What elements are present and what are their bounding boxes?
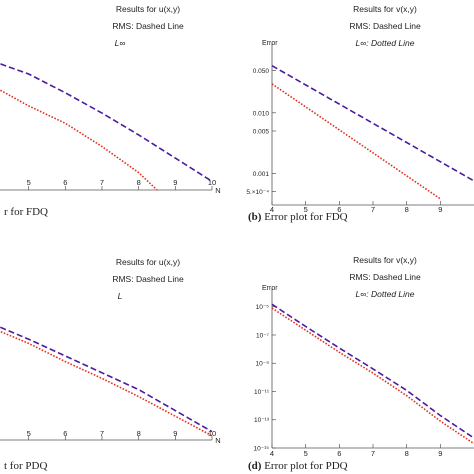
x-tick-label: 8 [405,449,409,458]
chart-panel-3: Results for u(x,y) RMS: Dashed Line L 5 6 7 8 9… [0,257,221,472]
y-tick-label: 10⁻⁷ [256,332,270,339]
x-tick-label: 8 [137,178,141,187]
chart-title: Results for u(x,y) [116,257,180,267]
series-line-dotted [0,89,158,191]
x-tick-label: 4 [270,205,274,214]
y-tick-label: 10⁻⁵ [256,304,270,311]
y-tick-label: 10⁻¹⁵ [253,446,269,453]
caption-text: Error plot for PDQ [264,460,347,472]
legend-entry-rms: RMS: Dashed Line [349,21,421,31]
x-tick-label: 8 [405,205,409,214]
x-tick-label: 5 [27,429,31,438]
x-tick-label: 5 [304,449,308,458]
legend-entry-linf: L∞: Dotted Line [356,38,415,48]
y-axis-label: Error [262,285,278,292]
caption-text: r for FDQ [4,206,48,218]
series-line-dashed [271,303,474,439]
y-tick-label: 0.050 [253,68,270,75]
legend-entry-linf: L [118,291,123,301]
y-tick-label: 10⁻⁹ [256,361,270,368]
chart-title: Results for u(x,y) [116,4,180,14]
legend-entry-linf: L∞: Dotted Line [356,289,415,299]
figure-caption: (d) Error plot for PDQ [248,460,348,472]
caption-text: t for PDQ [4,460,47,472]
y-tick-label: 5.×10⁻⁴ [246,189,269,196]
x-tick-label: 6 [337,449,341,458]
y-axis-label: Error [262,40,278,47]
x-tick-label: 9 [173,178,177,187]
series-line-dashed [0,326,213,433]
chart-panel-4: Results for v(x,y) RMS: Dashed Line L∞: Do… [248,255,474,472]
x-tick-label: 7 [371,205,375,214]
chart-panel-2: Results for v(x,y) RMS: Dashed Line L∞: Do… [246,4,474,223]
caption-label: (b) [248,211,262,223]
legend-entry-rms: RMS: Dashed Line [349,272,421,282]
series-line-dashed [271,65,474,182]
chart-title: Results for v(x,y) [353,255,417,265]
series-line-dotted [271,307,474,445]
legend-entry-rms: RMS: Dashed Line [112,21,184,31]
y-tick-label: 10⁻¹³ [254,417,270,424]
x-tick-label: 9 [438,449,442,458]
caption-text: Error plot for FDQ [264,211,347,223]
x-tick-label: 7 [371,449,375,458]
x-tick-label: 8 [137,429,141,438]
x-tick-label: 10 [208,178,216,187]
series-line-dotted [271,83,441,200]
figure-caption: (b) Error plot for FDQ [248,211,348,223]
y-tick-label: 0.010 [253,110,270,117]
chart-title: Results for v(x,y) [353,4,417,14]
x-tick-label: 9 [173,429,177,438]
x-tick-label: 10 [208,429,216,438]
series-line-dotted [0,330,213,437]
chart-panel-1: Results for u(x,y) RMS: Dashed Line L∞ 5 6 7 8… [0,4,221,218]
x-tick-label: 7 [100,178,104,187]
figure-caption: r for FDQ [4,206,48,218]
legend-entry-rms: RMS: Dashed Line [112,274,184,284]
x-tick-label: 4 [270,449,274,458]
x-tick-label: 7 [100,429,104,438]
x-tick-label: 5 [304,205,308,214]
figure-caption: t for PDQ [4,460,47,472]
series-line-dashed [0,62,213,182]
y-tick-label: 10⁻¹¹ [254,389,270,396]
x-axis-label: N [215,186,220,195]
x-axis-label: N [215,436,220,445]
x-tick-label: 9 [438,205,442,214]
x-tick-label: 5 [27,178,31,187]
y-tick-label: 0.001 [253,171,270,178]
caption-label: (d) [248,460,262,472]
x-tick-label: 6 [63,178,67,187]
y-tick-label: 0.005 [253,129,270,136]
legend-entry-linf: L∞ [115,38,126,48]
x-tick-label: 6 [63,429,67,438]
x-tick-label: 6 [337,205,341,214]
